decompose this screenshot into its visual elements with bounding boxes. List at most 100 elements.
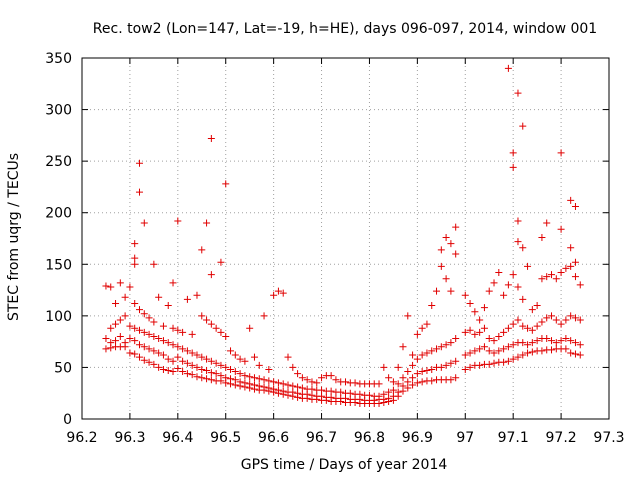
data-point	[174, 217, 182, 225]
y-tick-label: 200	[45, 206, 72, 222]
data-point	[509, 341, 517, 349]
data-point	[576, 351, 584, 359]
data-point	[198, 374, 206, 382]
data-point	[217, 361, 225, 369]
data-point	[342, 378, 349, 386]
chart-title: Rec. tow2 (Lon=147, Lat=-19, h=HE), days…	[93, 21, 597, 37]
data-point	[466, 363, 474, 371]
data-point	[164, 339, 172, 347]
x-tick-label: 96.4	[162, 430, 193, 446]
data-point	[318, 386, 326, 394]
data-point	[250, 353, 258, 361]
data-point	[274, 386, 282, 394]
data-point	[260, 383, 268, 391]
y-tick-label: 300	[45, 103, 72, 119]
data-point	[562, 345, 570, 353]
data-point	[174, 353, 182, 361]
data-point	[404, 312, 412, 320]
data-point	[126, 349, 134, 357]
grid-lines	[82, 58, 609, 419]
x-tick-label: 96.2	[66, 430, 97, 446]
data-point	[327, 372, 335, 380]
data-point	[571, 314, 579, 322]
data-point	[442, 233, 450, 241]
data-point	[318, 392, 326, 400]
data-point	[265, 377, 273, 385]
data-point	[519, 351, 527, 359]
data-point	[385, 374, 393, 382]
data-point	[543, 314, 551, 322]
data-point	[576, 316, 584, 324]
data-point	[548, 312, 556, 320]
data-point	[548, 346, 556, 354]
data-point	[389, 378, 397, 386]
data-point	[121, 339, 129, 347]
data-point	[260, 312, 268, 320]
data-point	[236, 378, 244, 386]
data-point	[274, 287, 282, 295]
data-point	[418, 324, 426, 332]
data-point	[179, 328, 187, 336]
data-point	[485, 360, 493, 368]
data-point	[452, 335, 460, 343]
data-point	[375, 380, 383, 388]
data-point	[169, 357, 177, 365]
data-point	[145, 314, 153, 322]
data-point	[567, 312, 575, 320]
data-point	[332, 376, 340, 384]
data-point	[318, 374, 326, 382]
data-point	[471, 347, 479, 355]
x-tick-label: 96.3	[114, 430, 145, 446]
data-point	[131, 254, 139, 262]
x-tick-label: 96.6	[258, 430, 289, 446]
data-point	[207, 271, 215, 279]
data-point	[198, 246, 206, 254]
data-point	[207, 134, 215, 142]
data-point	[217, 372, 225, 380]
data-point	[428, 302, 436, 310]
data-point	[413, 379, 421, 387]
data-point	[112, 320, 120, 328]
data-point	[159, 351, 167, 359]
data-point	[461, 328, 469, 336]
y-tick-label: 350	[45, 51, 72, 67]
data-point	[519, 322, 527, 330]
data-point	[212, 370, 220, 378]
data-point	[504, 324, 512, 332]
data-point	[203, 375, 211, 383]
data-point	[135, 341, 143, 349]
data-point	[500, 328, 508, 336]
data-point	[567, 244, 575, 252]
data-point	[557, 149, 565, 157]
data-point	[466, 326, 474, 334]
x-tick-label: 96.8	[354, 430, 385, 446]
data-point	[131, 337, 139, 345]
data-point	[418, 378, 426, 386]
data-point	[274, 379, 282, 387]
data-point	[298, 384, 306, 392]
data-point	[524, 341, 532, 349]
data-point	[514, 217, 522, 225]
data-point	[159, 322, 167, 330]
data-point	[169, 279, 177, 287]
data-point	[164, 302, 172, 310]
data-point	[250, 374, 258, 382]
data-point	[413, 355, 421, 363]
data-point	[107, 339, 115, 347]
data-point	[543, 335, 551, 343]
data-point	[241, 357, 249, 365]
x-tick-label: 96.7	[306, 430, 337, 446]
x-tick-label: 97.2	[546, 430, 577, 446]
data-point	[461, 291, 469, 299]
data-point	[308, 385, 316, 393]
data-point	[217, 328, 225, 336]
data-point	[418, 351, 426, 359]
data-point	[399, 343, 407, 351]
data-point	[135, 188, 143, 196]
data-point	[452, 374, 460, 382]
data-point	[490, 279, 498, 287]
data-point	[504, 281, 512, 289]
data-point	[270, 385, 278, 393]
data-point	[490, 337, 498, 345]
